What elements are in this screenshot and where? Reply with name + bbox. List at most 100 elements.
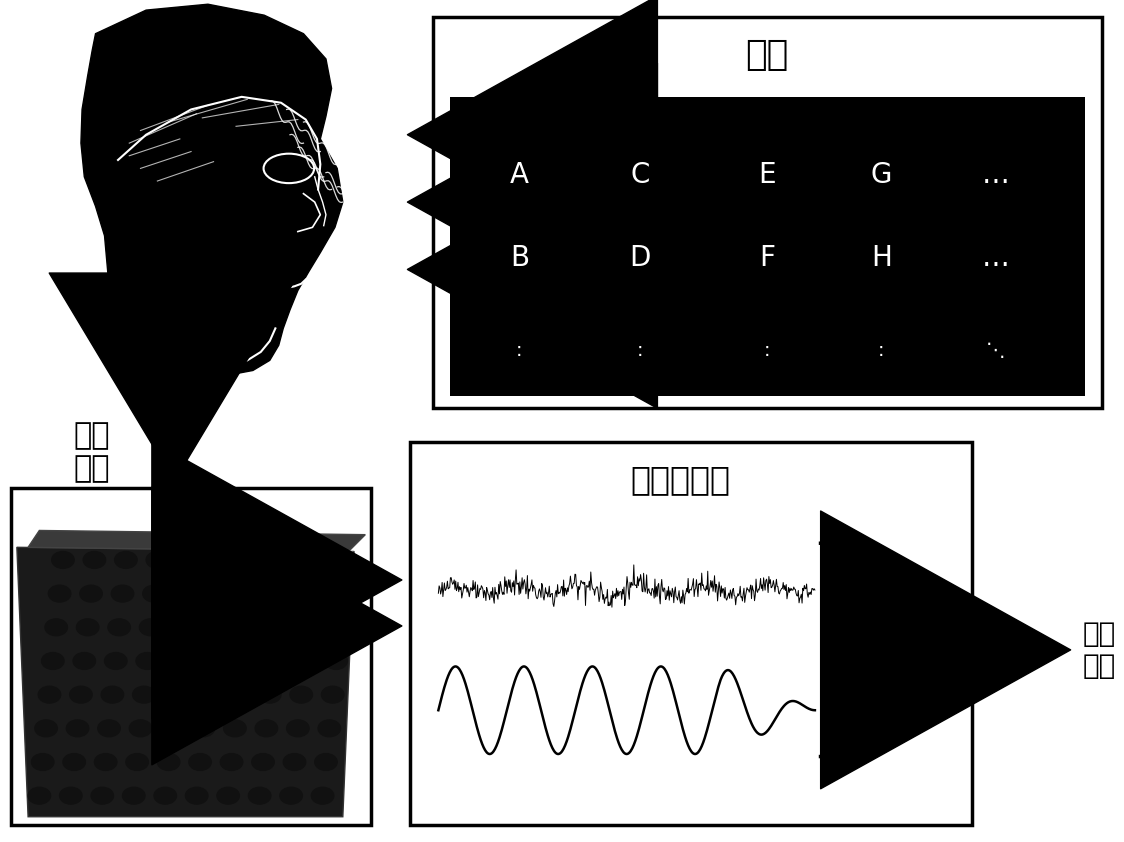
Circle shape <box>60 787 82 804</box>
Text: :: : <box>516 341 523 360</box>
Text: G: G <box>871 161 892 189</box>
Circle shape <box>31 754 54 770</box>
Text: E: E <box>759 161 776 189</box>
Text: …: … <box>982 244 1009 272</box>
Circle shape <box>297 619 319 636</box>
Circle shape <box>42 653 64 669</box>
Circle shape <box>220 754 243 770</box>
Bar <box>11 488 371 825</box>
Circle shape <box>262 653 284 669</box>
Circle shape <box>123 787 145 804</box>
Text: D: D <box>629 244 651 272</box>
Circle shape <box>52 552 74 568</box>
Circle shape <box>70 686 92 703</box>
Circle shape <box>76 619 99 636</box>
Circle shape <box>115 552 137 568</box>
Text: 刺激: 刺激 <box>745 38 789 72</box>
Polygon shape <box>81 4 343 376</box>
Polygon shape <box>17 547 354 817</box>
Circle shape <box>315 754 337 770</box>
Circle shape <box>83 552 106 568</box>
Circle shape <box>217 787 239 804</box>
Circle shape <box>35 720 57 737</box>
Circle shape <box>290 686 312 703</box>
Circle shape <box>136 653 158 669</box>
Circle shape <box>66 720 89 737</box>
Polygon shape <box>28 530 365 552</box>
Circle shape <box>28 787 51 804</box>
Circle shape <box>303 552 326 568</box>
Circle shape <box>224 720 246 737</box>
Circle shape <box>287 720 309 737</box>
Circle shape <box>80 585 102 602</box>
Circle shape <box>272 552 294 568</box>
Circle shape <box>189 754 211 770</box>
Polygon shape <box>202 547 354 552</box>
Circle shape <box>202 619 225 636</box>
Circle shape <box>280 787 302 804</box>
Text: :: : <box>764 341 770 360</box>
Circle shape <box>283 754 306 770</box>
Circle shape <box>91 787 114 804</box>
Circle shape <box>199 653 221 669</box>
Text: 计算机处理: 计算机处理 <box>631 463 729 496</box>
Text: A: A <box>510 161 529 189</box>
Text: ⋱: ⋱ <box>986 341 1006 360</box>
Circle shape <box>196 686 218 703</box>
Circle shape <box>45 619 67 636</box>
Bar <box>410 442 972 825</box>
Circle shape <box>38 686 61 703</box>
Circle shape <box>209 552 232 568</box>
Circle shape <box>185 787 208 804</box>
Circle shape <box>133 686 155 703</box>
Circle shape <box>108 619 130 636</box>
Circle shape <box>293 653 316 669</box>
Circle shape <box>325 653 347 669</box>
Circle shape <box>248 787 271 804</box>
Text: F: F <box>759 244 776 272</box>
Text: C: C <box>631 161 650 189</box>
Text: B: B <box>510 244 529 272</box>
Circle shape <box>227 686 250 703</box>
Circle shape <box>241 552 263 568</box>
Circle shape <box>237 585 260 602</box>
Text: CCA: CCA <box>861 636 923 663</box>
Circle shape <box>230 653 253 669</box>
Circle shape <box>139 619 162 636</box>
Circle shape <box>178 552 200 568</box>
Text: 指令
输出: 指令 输出 <box>1082 620 1116 680</box>
Circle shape <box>269 585 291 602</box>
Circle shape <box>300 585 323 602</box>
Circle shape <box>143 585 165 602</box>
Circle shape <box>94 754 117 770</box>
Circle shape <box>234 619 256 636</box>
Circle shape <box>157 754 180 770</box>
Circle shape <box>167 653 190 669</box>
Circle shape <box>111 585 134 602</box>
Circle shape <box>164 686 187 703</box>
Circle shape <box>161 720 183 737</box>
Text: :: : <box>637 341 643 360</box>
Circle shape <box>48 585 71 602</box>
Text: 脑电
信号: 脑电 信号 <box>74 421 110 483</box>
Circle shape <box>255 720 278 737</box>
Circle shape <box>63 754 85 770</box>
Circle shape <box>192 720 215 737</box>
Bar <box>450 97 1085 396</box>
Text: H: H <box>871 244 891 272</box>
Circle shape <box>98 720 120 737</box>
Circle shape <box>252 754 274 770</box>
Circle shape <box>129 720 152 737</box>
Circle shape <box>259 686 281 703</box>
Circle shape <box>265 619 288 636</box>
Circle shape <box>146 552 169 568</box>
Text: :: : <box>878 341 885 360</box>
Circle shape <box>171 619 193 636</box>
Circle shape <box>105 653 127 669</box>
Circle shape <box>73 653 96 669</box>
Text: …: … <box>982 161 1009 189</box>
Circle shape <box>154 787 176 804</box>
Circle shape <box>318 720 341 737</box>
Circle shape <box>206 585 228 602</box>
Circle shape <box>174 585 197 602</box>
